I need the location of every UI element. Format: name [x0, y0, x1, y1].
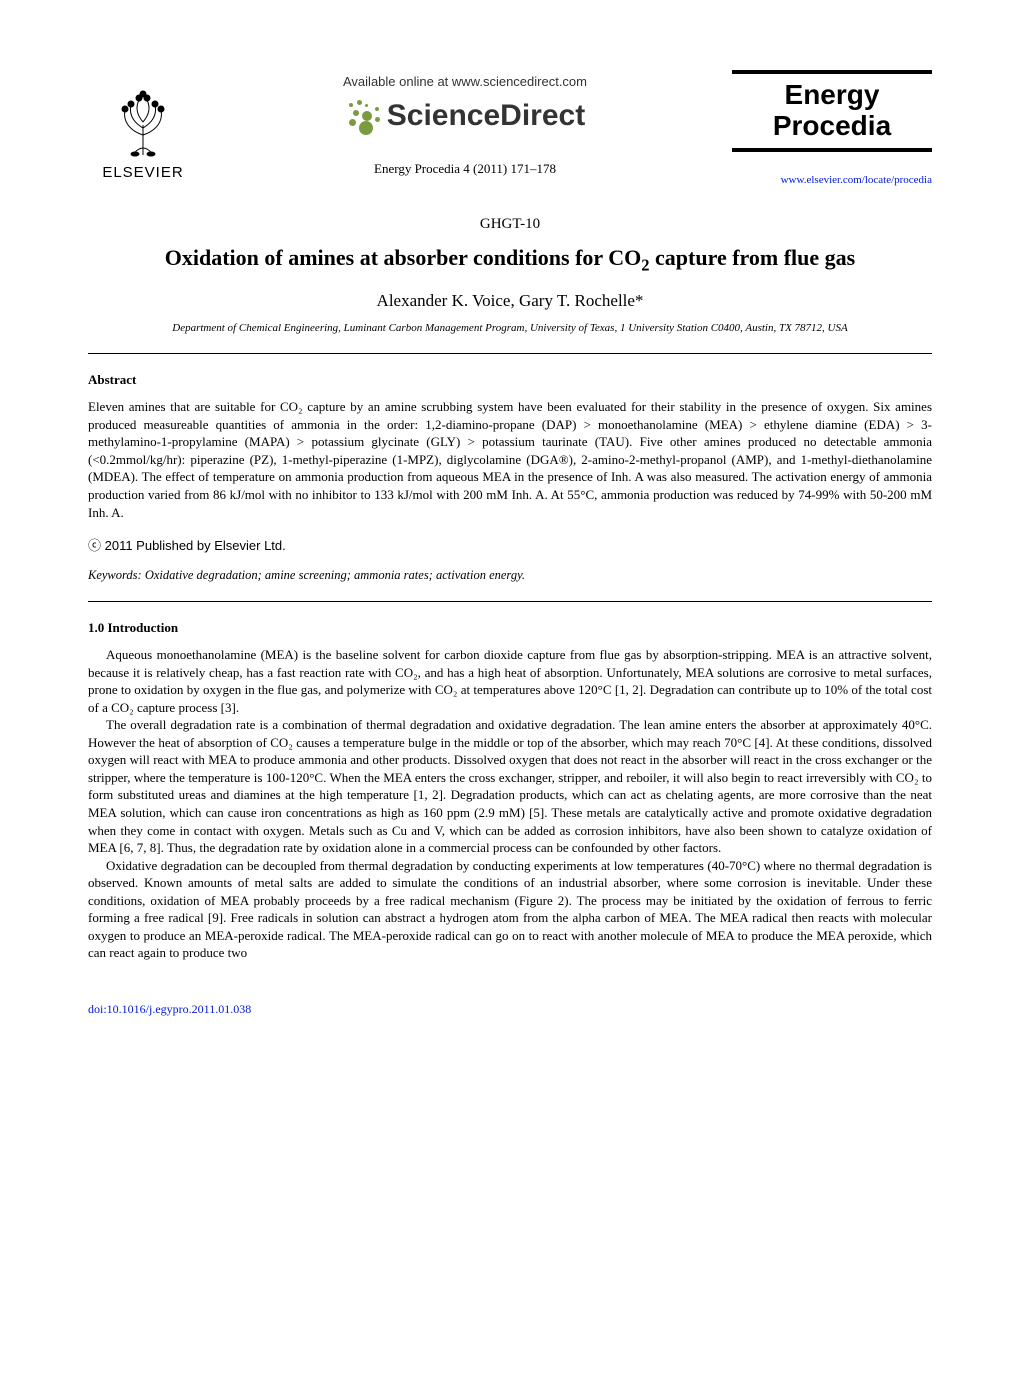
intro-body: Aqueous monoethanolamine (MEA) is the ba…	[88, 646, 932, 962]
sciencedirect-label: ScienceDirect	[387, 99, 585, 133]
procedia-reference: Energy Procedia 4 (2011) 171–178	[198, 161, 732, 177]
doi-link[interactable]: doi:10.1016/j.egypro.2011.01.038	[88, 1002, 932, 1017]
header-row: ELSEVIER Available online at www.science…	[88, 70, 932, 186]
sciencedirect-dots-icon	[345, 97, 383, 135]
journal-title-line2: Procedia	[736, 111, 928, 142]
divider-rule	[88, 601, 932, 602]
header-center: Available online at www.sciencedirect.co…	[198, 70, 732, 177]
keywords: Keywords: Oxidative degradation; amine s…	[88, 568, 932, 583]
intro-paragraph-3: Oxidative degradation can be decoupled f…	[88, 857, 932, 962]
intro-paragraph-1: Aqueous monoethanolamine (MEA) is the ba…	[88, 646, 932, 716]
title-post: capture from flue gas	[650, 245, 856, 270]
paper-title: Oxidation of amines at absorber conditio…	[88, 245, 932, 275]
conference-code: GHGT-10	[88, 216, 932, 233]
journal-url-link[interactable]: www.elsevier.com/locate/procedia	[732, 174, 932, 186]
intro-paragraph-2: The overall degradation rate is a combin…	[88, 716, 932, 856]
affiliation: Department of Chemical Engineering, Lumi…	[118, 321, 902, 335]
intro-heading: 1.0 Introduction	[88, 620, 932, 636]
authors: Alexander K. Voice, Gary T. Rochelle*	[88, 291, 932, 311]
journal-title-line1: Energy	[736, 80, 928, 111]
abstract-heading: Abstract	[88, 372, 932, 388]
sciencedirect-logo: ScienceDirect	[198, 97, 732, 135]
copyright-text: ⓒ 2011 Published by Elsevier Ltd.	[88, 538, 286, 553]
abstract-text: Eleven amines that are suitable for CO₂ …	[88, 398, 932, 521]
journal-block: Energy Procedia www.elsevier.com/locate/…	[732, 70, 932, 186]
title-sub: 2	[641, 255, 649, 274]
title-pre: Oxidation of amines at absorber conditio…	[165, 245, 642, 270]
elsevier-tree-icon	[103, 80, 183, 160]
publisher-logo-block: ELSEVIER	[88, 70, 198, 181]
journal-title-box: Energy Procedia	[732, 70, 932, 152]
publisher-label: ELSEVIER	[88, 164, 198, 181]
available-online-text: Available online at www.sciencedirect.co…	[198, 74, 732, 89]
divider-rule	[88, 353, 932, 354]
copyright-notice: ⓒ 2011 Published by Elsevier Ltd.	[88, 535, 932, 554]
